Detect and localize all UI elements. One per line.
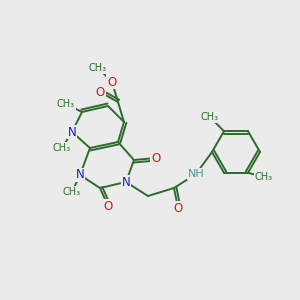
Text: CH₃: CH₃ bbox=[89, 63, 107, 73]
Text: O: O bbox=[107, 76, 117, 88]
Text: CH₃: CH₃ bbox=[255, 172, 273, 182]
Text: CH₃: CH₃ bbox=[57, 99, 75, 109]
Text: O: O bbox=[103, 200, 112, 212]
Text: O: O bbox=[152, 152, 160, 164]
Text: N: N bbox=[68, 125, 76, 139]
Text: CH₃: CH₃ bbox=[201, 112, 219, 122]
Text: O: O bbox=[173, 202, 183, 214]
Text: CH₃: CH₃ bbox=[53, 143, 71, 153]
Text: N: N bbox=[76, 169, 84, 182]
Text: N: N bbox=[122, 176, 130, 188]
Text: NH: NH bbox=[188, 169, 204, 179]
Text: O: O bbox=[95, 85, 105, 98]
Text: CH₃: CH₃ bbox=[63, 187, 81, 197]
